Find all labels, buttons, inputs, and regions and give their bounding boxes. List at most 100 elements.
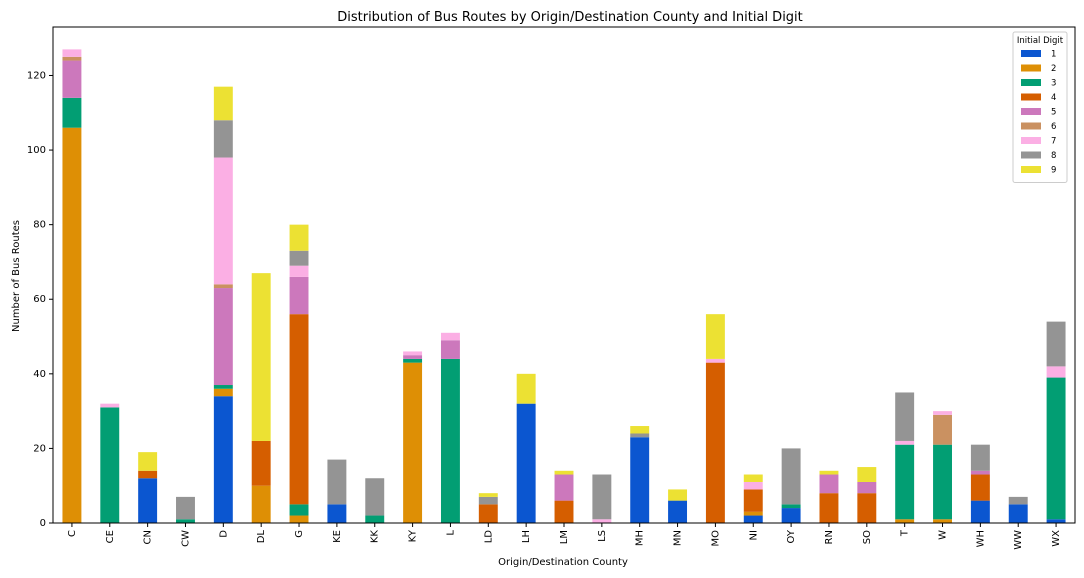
bar-segment-D-1 xyxy=(213,396,233,523)
x-tick-label: LD xyxy=(483,530,494,544)
bar-segment-SO-4 xyxy=(857,493,877,523)
x-tick-label: RN xyxy=(824,530,835,544)
bar-segment-DL-4 xyxy=(251,440,271,486)
bar-segment-WX-1 xyxy=(1046,519,1066,523)
bar-segment-CN-4 xyxy=(138,470,158,479)
bar-segment-DL-9 xyxy=(251,273,271,441)
legend-label-3: 3 xyxy=(1051,79,1056,89)
bar-segment-D-8 xyxy=(213,120,233,158)
y-tick-labels: 0 20 40 60 80 100 120 xyxy=(27,70,53,529)
bar-segment-KE-8 xyxy=(327,459,347,505)
bar-segment-DL-2 xyxy=(251,485,271,523)
bar-segment-OY-8 xyxy=(781,448,801,505)
bar-segment-D-6 xyxy=(213,284,233,289)
legend-label-1: 1 xyxy=(1051,50,1056,60)
bar-segment-W-6 xyxy=(933,414,952,445)
legend-swatch-2 xyxy=(1021,64,1041,72)
plot-frame xyxy=(52,26,1076,524)
bar-segment-NI-9 xyxy=(743,474,763,482)
x-tick-label: MN xyxy=(673,530,684,546)
x-tick-label: MH xyxy=(635,530,646,546)
y-tick-label: 0 xyxy=(40,518,46,529)
bar-segment-CE-7 xyxy=(100,403,120,408)
bar-segment-W-2 xyxy=(933,519,952,523)
bar-segment-W-7 xyxy=(933,411,952,415)
bar-segment-RN-5 xyxy=(819,474,839,494)
bar-segment-C-3 xyxy=(62,97,82,128)
bar-segment-WH-5 xyxy=(970,470,990,475)
bar-segment-T-7 xyxy=(895,440,915,445)
legend-swatch-3 xyxy=(1021,79,1041,86)
bar-segment-KY-5 xyxy=(403,355,423,359)
x-tick-label: KK xyxy=(370,530,381,544)
x-tick-label: G xyxy=(294,530,305,538)
bar-segment-MO-7 xyxy=(705,358,725,363)
x-tick-label: MO xyxy=(710,530,721,547)
legend: Initial Digit 1 2 3 4 5 6 7 8 9 xyxy=(1012,31,1068,183)
bar-segment-SO-5 xyxy=(857,481,877,494)
y-tick-label: 20 xyxy=(33,443,46,454)
bar-segment-MN-1 xyxy=(668,500,688,523)
x-tick-label: WH xyxy=(975,530,986,547)
bar-segment-MO-4 xyxy=(705,362,725,523)
y-tick-label: 80 xyxy=(33,220,46,231)
bar-segment-D-5 xyxy=(213,288,233,386)
bar-segment-NI-2 xyxy=(743,511,763,516)
legend-label-6: 6 xyxy=(1051,122,1056,132)
x-tick-label: LM xyxy=(559,530,570,544)
bar-segment-WX-8 xyxy=(1046,321,1066,367)
bar-segment-C-6 xyxy=(62,56,82,61)
bar-segment-WW-1 xyxy=(1008,504,1028,523)
bar-segment-T-8 xyxy=(895,392,915,441)
bar-segment-D-3 xyxy=(213,385,233,389)
legend-label-2: 2 xyxy=(1051,64,1056,74)
bar-segment-T-3 xyxy=(895,444,915,520)
bar-segment-L-3 xyxy=(440,358,460,523)
bar-segment-LD-8 xyxy=(478,496,498,505)
x-tick-label: W xyxy=(938,530,949,540)
x-tick-label: LH xyxy=(521,530,532,543)
legend-label-4: 4 xyxy=(1051,93,1056,103)
x-tick-label: L xyxy=(445,530,456,536)
bar-segment-CW-3 xyxy=(176,519,195,523)
bar-segment-L-7 xyxy=(440,332,460,341)
bar-segment-SO-9 xyxy=(857,467,877,482)
x-tick-label: OY xyxy=(786,529,797,543)
x-tick-label: T xyxy=(900,529,911,537)
bar-segment-D-7 xyxy=(213,157,233,285)
bar-segment-D-2 xyxy=(213,388,233,397)
bar-segment-NI-7 xyxy=(743,481,763,490)
bar-segment-LM-4 xyxy=(554,500,574,523)
bar-segment-WX-3 xyxy=(1046,377,1066,520)
x-tick-label: KE xyxy=(332,530,343,543)
bar-segment-LH-1 xyxy=(516,403,536,523)
bar-segment-LD-9 xyxy=(478,493,498,497)
legend-title: Initial Digit xyxy=(1017,36,1064,46)
x-tick-labels: C CE CN CW D DL G KE KK KY L LD LH LM LS MH MN MO NI OY RN SO… xyxy=(67,523,1062,550)
bar-segment-OY-3 xyxy=(781,504,801,509)
x-tick-label: LS xyxy=(597,530,608,542)
chart-title: Distribution of Bus Routes by Origin/Des… xyxy=(337,10,803,25)
bar-segment-C-5 xyxy=(62,60,82,98)
x-tick-label: CN xyxy=(143,530,154,544)
x-tick-label: KY xyxy=(408,529,419,542)
bar-segment-MH-1 xyxy=(630,437,650,523)
bar-segment-D-9 xyxy=(213,86,233,121)
x-tick-label: WW xyxy=(1013,530,1024,550)
bar-segment-NI-4 xyxy=(743,489,763,512)
bar-segment-MH-8 xyxy=(630,433,650,438)
bar-segment-LS-7 xyxy=(592,519,612,523)
bar-segment-RN-4 xyxy=(819,493,839,523)
bar-segment-WX-7 xyxy=(1046,366,1066,378)
bar-segment-T-2 xyxy=(895,519,915,523)
bar-segment-MO-9 xyxy=(705,314,725,359)
bar-segment-RN-9 xyxy=(819,470,839,475)
bar-segment-W-3 xyxy=(933,444,952,520)
x-tick-label: D xyxy=(218,530,229,538)
legend-swatch-9 xyxy=(1021,166,1041,173)
bar-segment-CE-3 xyxy=(100,407,120,523)
legend-swatch-5 xyxy=(1021,108,1041,115)
legend-swatch-1 xyxy=(1021,50,1041,57)
bar-segment-LM-9 xyxy=(554,470,574,475)
